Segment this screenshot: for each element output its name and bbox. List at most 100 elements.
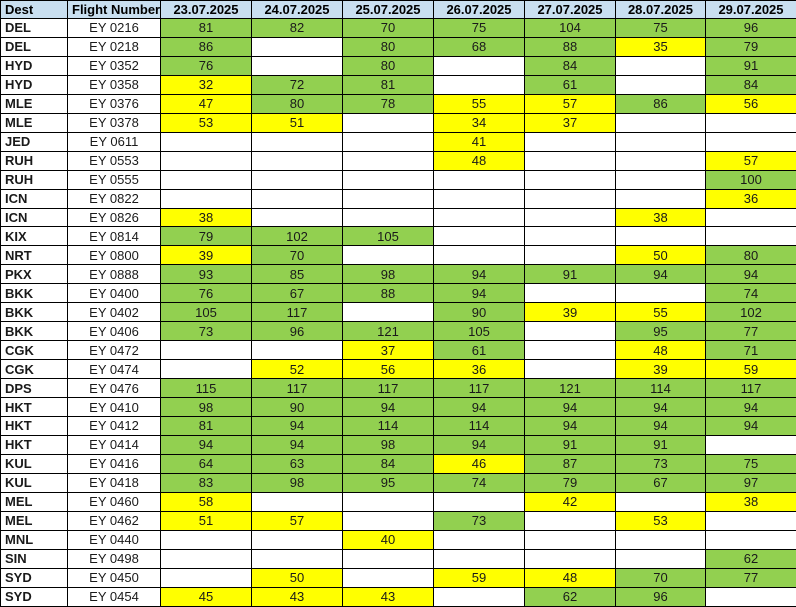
flight-number-cell[interactable]: EY 0888 — [67, 264, 161, 285]
flight-number-cell[interactable]: EY 0358 — [67, 74, 161, 95]
load-value-cell[interactable]: 84 — [524, 55, 616, 76]
load-value-cell[interactable]: 53 — [160, 112, 252, 133]
load-value-cell[interactable]: 96 — [615, 586, 706, 607]
load-value-cell[interactable] — [705, 226, 796, 247]
load-value-cell[interactable]: 94 — [433, 264, 525, 285]
load-value-cell[interactable]: 88 — [342, 283, 434, 304]
load-value-cell[interactable]: 46 — [433, 453, 525, 474]
dest-cell[interactable]: SYD — [0, 586, 68, 607]
dest-cell[interactable]: SYD — [0, 567, 68, 588]
load-value-cell[interactable]: 94 — [342, 397, 434, 418]
flight-number-cell[interactable]: EY 0414 — [67, 434, 161, 455]
load-value-cell[interactable] — [160, 529, 252, 550]
load-value-cell[interactable] — [342, 131, 434, 152]
flight-number-cell[interactable]: EY 0216 — [67, 18, 161, 38]
load-value-cell[interactable] — [524, 150, 616, 171]
load-value-cell[interactable]: 83 — [160, 472, 252, 493]
load-value-cell[interactable] — [160, 340, 252, 361]
load-value-cell[interactable] — [342, 169, 434, 190]
load-value-cell[interactable] — [524, 226, 616, 247]
flight-number-cell[interactable]: EY 0462 — [67, 510, 161, 531]
load-value-cell[interactable] — [433, 245, 525, 266]
load-value-cell[interactable]: 56 — [342, 359, 434, 380]
load-value-cell[interactable]: 48 — [615, 340, 706, 361]
load-value-cell[interactable]: 94 — [433, 283, 525, 304]
load-value-cell[interactable]: 62 — [705, 548, 796, 569]
load-value-cell[interactable]: 57 — [524, 93, 616, 114]
load-value-cell[interactable]: 94 — [524, 397, 616, 418]
load-value-cell[interactable] — [524, 207, 616, 228]
load-value-cell[interactable] — [615, 55, 706, 76]
load-value-cell[interactable]: 117 — [342, 378, 434, 399]
load-value-cell[interactable]: 37 — [524, 112, 616, 133]
load-value-cell[interactable]: 105 — [433, 321, 525, 342]
flight-number-cell[interactable]: EY 0553 — [67, 150, 161, 171]
load-value-cell[interactable]: 102 — [251, 226, 343, 247]
load-value-cell[interactable]: 105 — [160, 302, 252, 323]
column-header-date-4[interactable]: 26.07.2025 — [433, 0, 525, 19]
load-value-cell[interactable] — [433, 55, 525, 76]
load-value-cell[interactable]: 67 — [251, 283, 343, 304]
load-value-cell[interactable]: 94 — [160, 434, 252, 455]
load-value-cell[interactable] — [433, 491, 525, 512]
load-value-cell[interactable]: 94 — [433, 434, 525, 455]
load-value-cell[interactable]: 70 — [342, 18, 434, 38]
load-value-cell[interactable]: 70 — [615, 567, 706, 588]
load-value-cell[interactable]: 61 — [524, 74, 616, 95]
load-value-cell[interactable] — [615, 131, 706, 152]
load-value-cell[interactable]: 48 — [524, 567, 616, 588]
dest-cell[interactable]: DEL — [0, 18, 68, 38]
load-value-cell[interactable]: 91 — [524, 434, 616, 455]
flight-number-cell[interactable]: EY 0822 — [67, 188, 161, 209]
dest-cell[interactable]: DEL — [0, 36, 68, 57]
flight-number-cell[interactable]: EY 0498 — [67, 548, 161, 569]
load-value-cell[interactable] — [251, 529, 343, 550]
load-value-cell[interactable]: 94 — [251, 434, 343, 455]
load-value-cell[interactable]: 94 — [615, 416, 706, 436]
load-value-cell[interactable]: 102 — [705, 302, 796, 323]
load-value-cell[interactable] — [251, 548, 343, 569]
dest-cell[interactable]: DPS — [0, 378, 68, 399]
load-value-cell[interactable]: 90 — [433, 302, 525, 323]
load-value-cell[interactable] — [251, 188, 343, 209]
load-value-cell[interactable]: 94 — [615, 264, 706, 285]
load-value-cell[interactable]: 77 — [705, 321, 796, 342]
load-value-cell[interactable]: 57 — [705, 150, 796, 171]
load-value-cell[interactable]: 74 — [705, 283, 796, 304]
dest-cell[interactable]: HKT — [0, 434, 68, 455]
load-value-cell[interactable]: 38 — [160, 207, 252, 228]
flight-number-cell[interactable]: EY 0352 — [67, 55, 161, 76]
column-header-flight-number[interactable]: Flight Number — [67, 0, 161, 19]
flight-number-cell[interactable]: EY 0454 — [67, 586, 161, 607]
load-value-cell[interactable] — [705, 529, 796, 550]
load-value-cell[interactable] — [433, 188, 525, 209]
load-value-cell[interactable] — [160, 131, 252, 152]
dest-cell[interactable]: HKT — [0, 397, 68, 418]
load-value-cell[interactable] — [342, 245, 434, 266]
flight-number-cell[interactable]: EY 0412 — [67, 416, 161, 436]
load-value-cell[interactable]: 39 — [160, 245, 252, 266]
flight-number-cell[interactable]: EY 0410 — [67, 397, 161, 418]
load-value-cell[interactable] — [615, 74, 706, 95]
flight-number-cell[interactable]: EY 0814 — [67, 226, 161, 247]
load-value-cell[interactable]: 79 — [160, 226, 252, 247]
load-value-cell[interactable]: 63 — [251, 453, 343, 474]
load-value-cell[interactable] — [251, 36, 343, 57]
flight-number-cell[interactable]: EY 0800 — [67, 245, 161, 266]
load-value-cell[interactable]: 75 — [433, 18, 525, 38]
load-value-cell[interactable]: 42 — [524, 491, 616, 512]
load-value-cell[interactable]: 85 — [251, 264, 343, 285]
load-value-cell[interactable]: 36 — [705, 188, 796, 209]
load-value-cell[interactable] — [524, 131, 616, 152]
column-header-date-7[interactable]: 29.07.2025 — [705, 0, 796, 19]
load-value-cell[interactable] — [342, 188, 434, 209]
load-value-cell[interactable]: 37 — [342, 340, 434, 361]
load-value-cell[interactable]: 94 — [615, 397, 706, 418]
load-value-cell[interactable]: 94 — [524, 416, 616, 436]
load-value-cell[interactable]: 80 — [251, 93, 343, 114]
dest-cell[interactable]: HYD — [0, 55, 68, 76]
load-value-cell[interactable]: 59 — [433, 567, 525, 588]
load-value-cell[interactable] — [251, 131, 343, 152]
load-value-cell[interactable] — [160, 548, 252, 569]
dest-cell[interactable]: MEL — [0, 510, 68, 531]
